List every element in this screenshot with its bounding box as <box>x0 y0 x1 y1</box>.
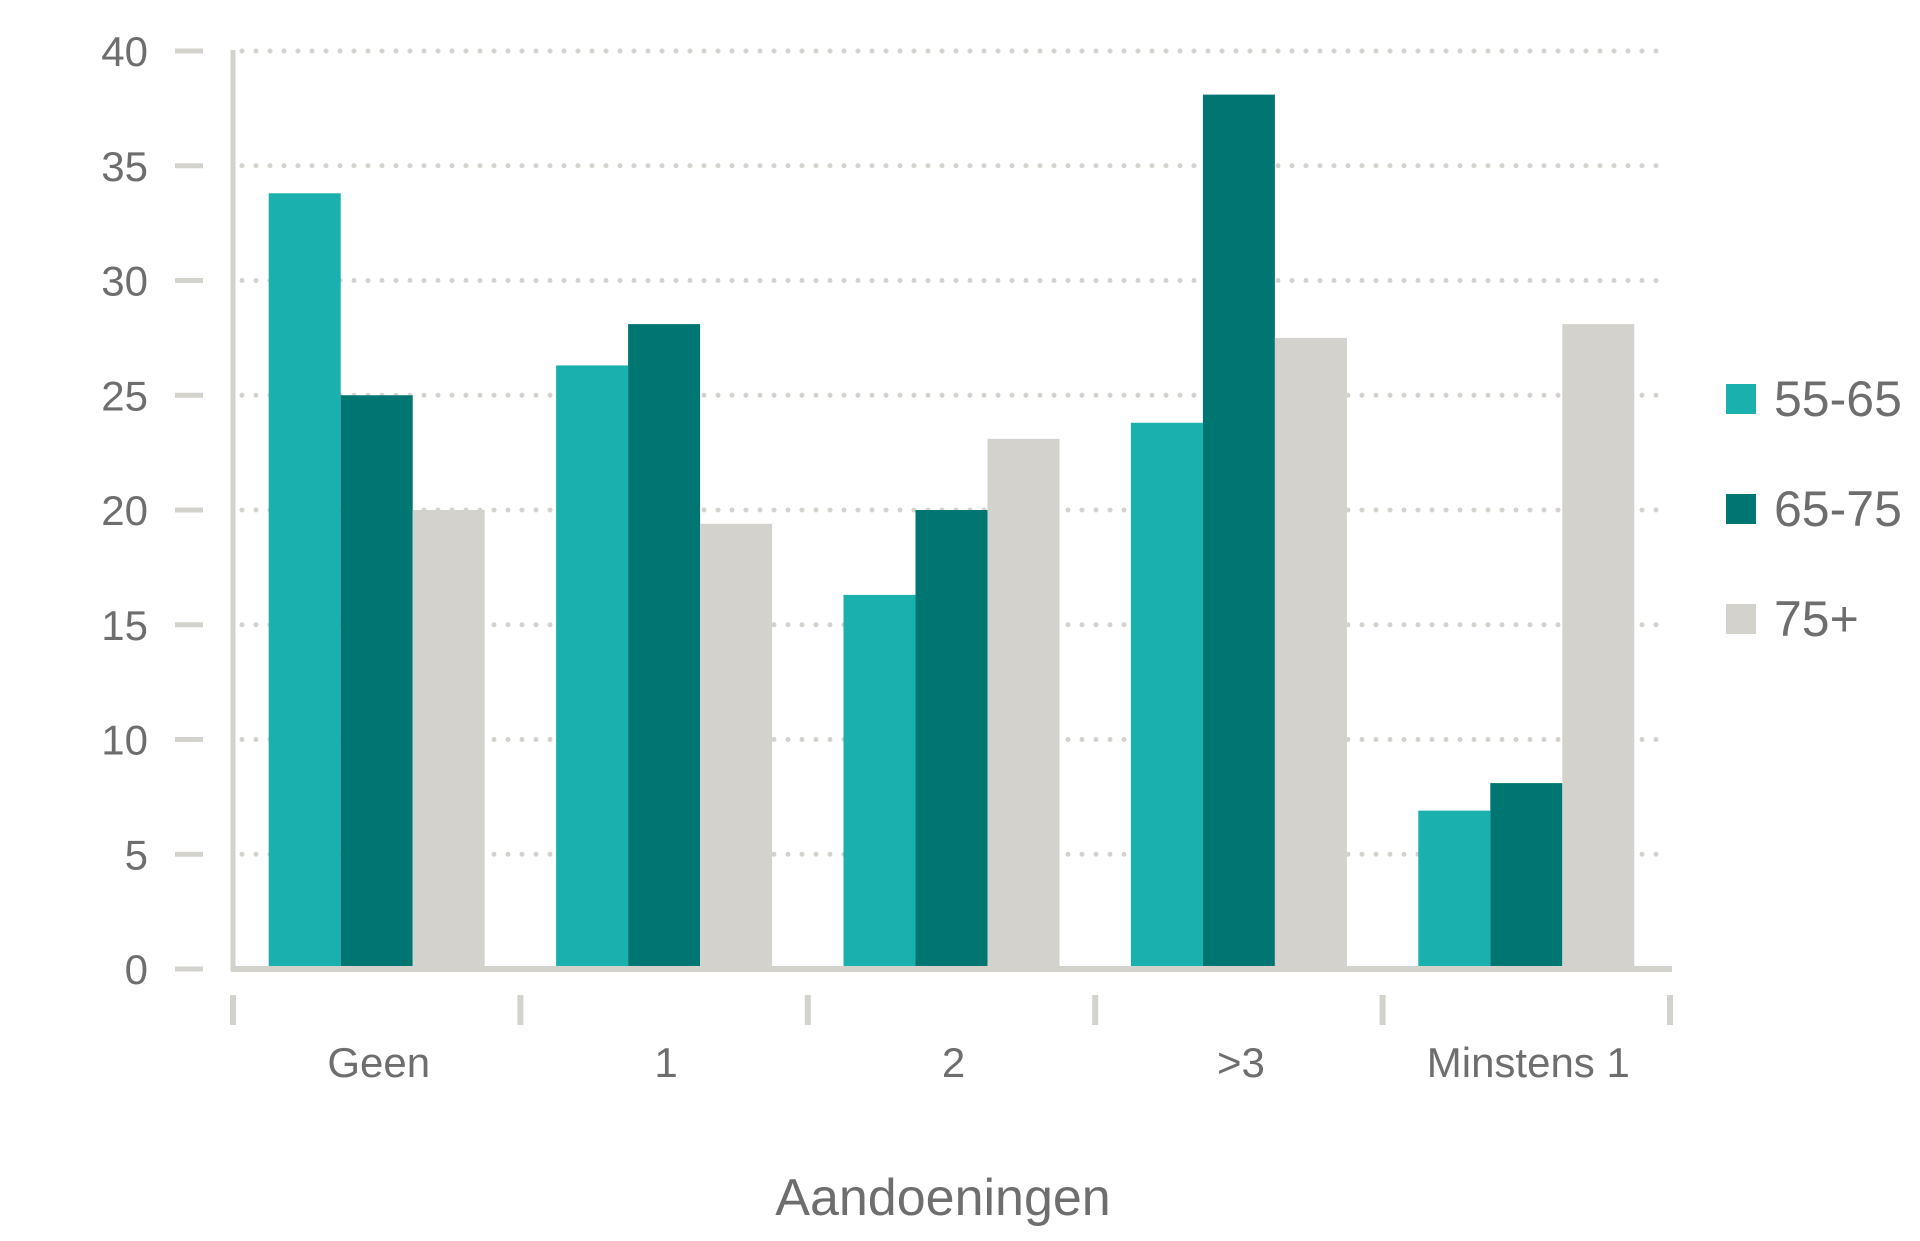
bars <box>268 94 1635 970</box>
legend-swatch <box>1726 604 1756 634</box>
legend-label: 55-65 <box>1774 371 1902 427</box>
bar-55-65-2 <box>843 594 916 969</box>
y-tick-label: 35 <box>101 143 148 190</box>
x-tick-label: Geen <box>327 1039 430 1086</box>
x-tick-label: 1 <box>654 1039 677 1086</box>
axis-labels: 0 5 10 15 20 25 30 35 40 Geen 1 2 >3 Minstens 1 <box>101 28 1630 1086</box>
y-tick-label: 5 <box>125 831 148 878</box>
bar-55-65-Geen <box>268 193 341 970</box>
bar-55-65->3 <box>1130 422 1203 969</box>
bar-75+-Minstens 1 <box>1562 324 1635 970</box>
y-tick-label: 0 <box>125 946 148 993</box>
y-tick-label: 10 <box>101 717 148 764</box>
y-tick-label: 20 <box>101 487 148 534</box>
legend: 55-65 65-75 75+ <box>1726 371 1902 647</box>
x-tick-label: >3 <box>1217 1039 1265 1086</box>
y-tick-label: 30 <box>101 258 148 305</box>
bar-65-75-2 <box>915 510 988 969</box>
legend-swatch <box>1726 384 1756 414</box>
legend-label: 65-75 <box>1774 481 1902 537</box>
x-axis-title: Aandoeningen <box>775 1169 1110 1227</box>
legend-label: 75+ <box>1774 591 1859 647</box>
bar-75+-2 <box>987 438 1060 970</box>
y-tick-label: 15 <box>101 602 148 649</box>
legend-swatch <box>1726 494 1756 524</box>
axes <box>175 48 1673 1025</box>
x-tick-label: 2 <box>942 1039 965 1086</box>
y-tick-label: 40 <box>101 28 148 75</box>
y-tick-label: 25 <box>101 372 148 419</box>
bar-75+-Geen <box>412 510 485 969</box>
bar-65-75-1 <box>628 324 701 970</box>
bar-75+->3 <box>1274 337 1347 969</box>
bar-55-65-1 <box>556 365 629 969</box>
bar-65-75-Geen <box>340 395 413 969</box>
bar-65-75-Minstens 1 <box>1490 783 1563 969</box>
bar-65-75->3 <box>1202 94 1275 970</box>
x-tick-label: Minstens 1 <box>1427 1039 1630 1086</box>
bar-55-65-Minstens 1 <box>1418 810 1491 969</box>
bar-75+-1 <box>700 523 773 969</box>
